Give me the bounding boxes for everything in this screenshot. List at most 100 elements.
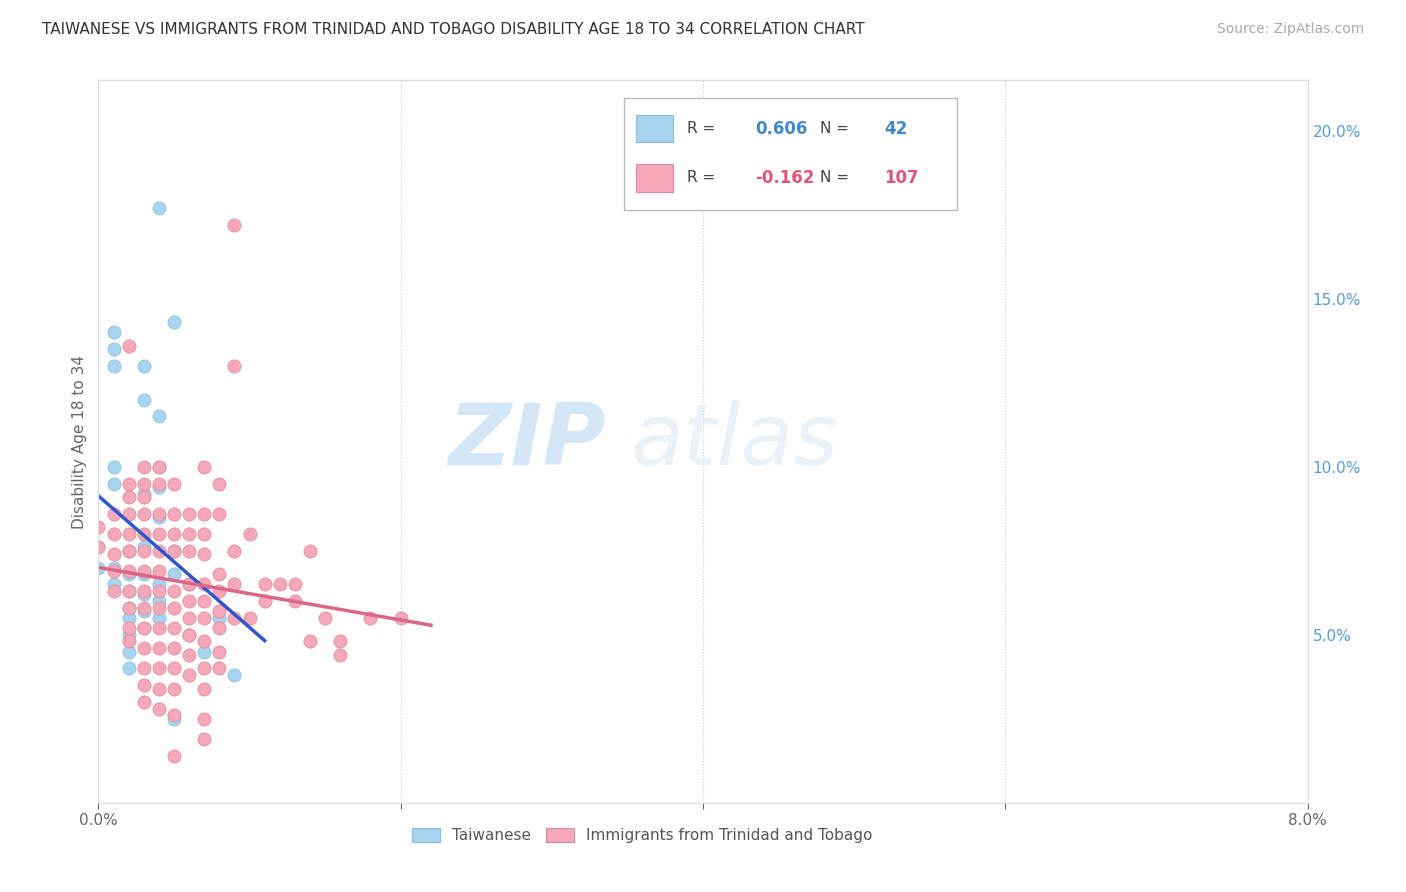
Point: [208, 604, 231, 618]
Point: [299, 543, 322, 558]
Point: [208, 584, 231, 599]
Point: [193, 507, 215, 521]
Point: [224, 218, 246, 232]
Point: [224, 359, 246, 373]
Point: [193, 611, 215, 625]
Point: [132, 543, 155, 558]
Point: [103, 547, 125, 561]
Point: [103, 560, 125, 574]
Point: [87, 560, 110, 574]
Point: [163, 621, 186, 635]
Point: [163, 708, 186, 723]
Point: [148, 641, 170, 656]
Point: [148, 507, 170, 521]
Point: [179, 577, 201, 591]
Point: [179, 648, 201, 662]
Point: [118, 584, 141, 599]
Text: N =: N =: [820, 170, 855, 186]
Point: [132, 604, 155, 618]
Point: [193, 634, 215, 648]
Point: [163, 527, 186, 541]
Point: [118, 600, 141, 615]
Point: [103, 459, 125, 474]
Point: [148, 459, 170, 474]
Point: [163, 584, 186, 599]
Point: [132, 621, 155, 635]
Point: [253, 594, 276, 608]
Point: [118, 339, 141, 353]
Point: [132, 600, 155, 615]
Point: [132, 490, 155, 504]
Y-axis label: Disability Age 18 to 34: Disability Age 18 to 34: [72, 354, 87, 529]
Point: [103, 577, 125, 591]
Text: N =: N =: [820, 121, 855, 136]
Point: [179, 543, 201, 558]
Point: [118, 564, 141, 578]
Point: [239, 527, 262, 541]
Point: [163, 641, 186, 656]
Point: [148, 611, 170, 625]
Point: [163, 681, 186, 696]
Point: [103, 527, 125, 541]
Point: [148, 459, 170, 474]
Text: -0.162: -0.162: [755, 169, 814, 186]
Point: [193, 594, 215, 608]
Point: [179, 527, 201, 541]
Point: [132, 459, 155, 474]
Point: [314, 611, 336, 625]
Text: 107: 107: [884, 169, 920, 186]
Point: [132, 359, 155, 373]
Point: [132, 584, 155, 599]
Point: [179, 577, 201, 591]
Point: [148, 480, 170, 494]
Point: [193, 661, 215, 675]
Point: [148, 681, 170, 696]
FancyBboxPatch shape: [624, 98, 957, 211]
Point: [118, 584, 141, 599]
Point: [208, 476, 231, 491]
Point: [224, 543, 246, 558]
Point: [239, 611, 262, 625]
Text: R =: R =: [688, 170, 720, 186]
Point: [148, 527, 170, 541]
Point: [132, 695, 155, 709]
Point: [193, 527, 215, 541]
Point: [179, 611, 201, 625]
Point: [148, 577, 170, 591]
Point: [132, 392, 155, 407]
Text: 0.606: 0.606: [755, 120, 807, 137]
Point: [103, 584, 125, 599]
Point: [224, 577, 246, 591]
Point: [224, 668, 246, 682]
Point: [148, 621, 170, 635]
Point: [163, 543, 186, 558]
Point: [179, 668, 201, 682]
Point: [208, 507, 231, 521]
Point: [118, 644, 141, 658]
Point: [103, 342, 125, 356]
Point: [132, 621, 155, 635]
Point: [103, 476, 125, 491]
Text: atlas: atlas: [630, 400, 838, 483]
Point: [118, 661, 141, 675]
Point: [208, 661, 231, 675]
Point: [118, 567, 141, 582]
Point: [148, 201, 170, 215]
Point: [118, 621, 141, 635]
Point: [284, 594, 307, 608]
Point: [132, 476, 155, 491]
FancyBboxPatch shape: [637, 164, 672, 192]
Point: [132, 567, 155, 582]
Point: [118, 527, 141, 541]
Point: [179, 628, 201, 642]
Point: [193, 547, 215, 561]
Point: [118, 543, 141, 558]
Point: [193, 731, 215, 746]
Legend: Taiwanese, Immigrants from Trinidad and Tobago: Taiwanese, Immigrants from Trinidad and …: [406, 822, 879, 849]
Point: [269, 577, 291, 591]
Point: [118, 611, 141, 625]
Point: [389, 611, 412, 625]
Point: [208, 644, 231, 658]
Point: [103, 359, 125, 373]
Point: [329, 634, 352, 648]
